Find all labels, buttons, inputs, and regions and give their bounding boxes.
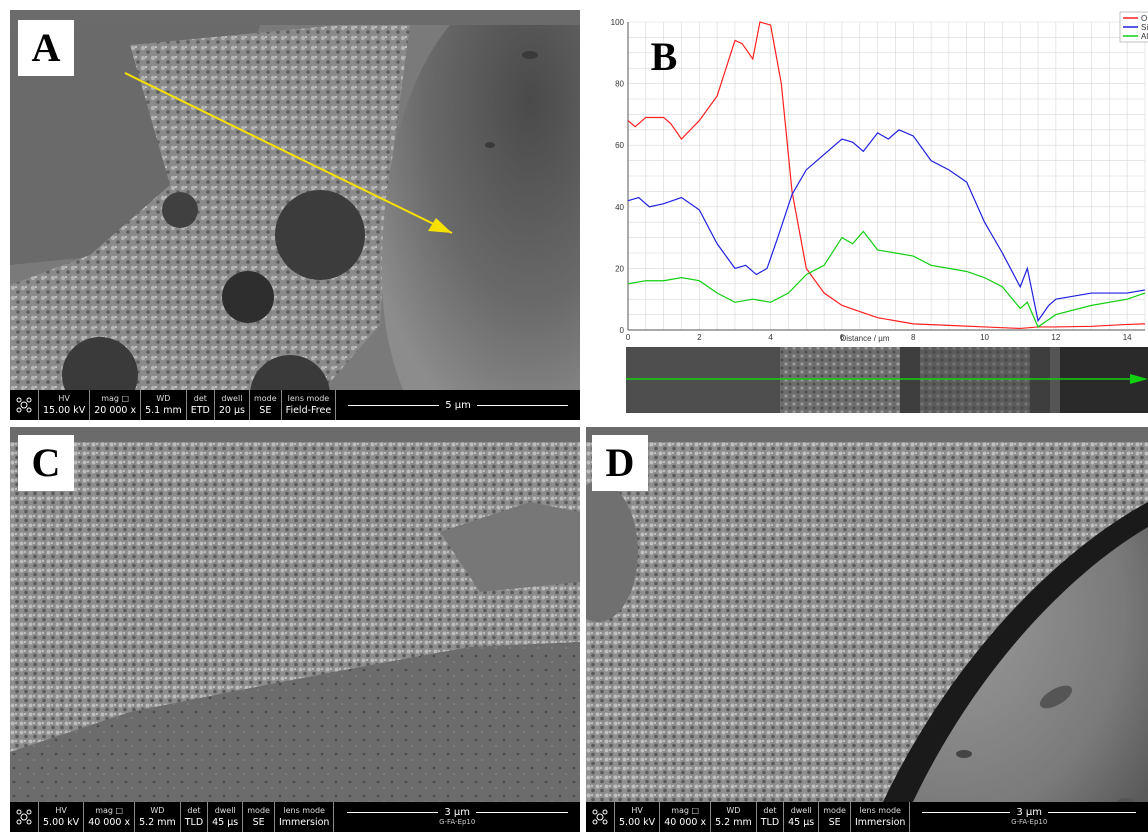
scale-label: 3 µm: [444, 807, 471, 818]
fei-logo-icon: [10, 390, 39, 420]
fei-logo-icon: [10, 802, 39, 832]
y-tick-label: 80: [615, 80, 624, 89]
chart-grid: [627, 21, 1146, 331]
scale-label: 5 µm: [445, 399, 471, 411]
lens-cell: lens mode Immersion: [275, 802, 335, 832]
sem-panel-c: C HV 5.00 kV mag □ 40 000 x WD 5.2 mm det TL…: [10, 427, 580, 832]
x-axis-label: Distance / µm: [840, 334, 889, 343]
dwell-cell: dwell 45 µs: [784, 802, 820, 832]
scale-bar: 3 µm G-FA-Ep10: [910, 802, 1148, 832]
y-tick-label: 100: [611, 18, 625, 27]
scale-bar: 3 µm G-FA-Ep10: [334, 802, 580, 832]
y-tick-label: 0: [620, 326, 625, 335]
sem-panel-a: A HV 15.00 kV mag □ 20 000 x WD 5.1 mm det E…: [10, 10, 580, 420]
chart-ticks: 0 2 4 6 8 10 12 14 0 20 40 60 80 100: [611, 18, 1133, 342]
arrow-head-icon: [428, 218, 452, 233]
panel-label: B: [650, 34, 678, 79]
sem-image-a: [10, 25, 580, 420]
x-tick-label: 2: [697, 333, 702, 342]
lens-cell: lens mode Immersion: [851, 802, 911, 832]
series-line-si: [627, 129, 1146, 323]
dwell-cell: dwell 20 µs: [215, 390, 250, 420]
series-line-o: [627, 21, 1146, 330]
wd-cell: WD 5.1 mm: [141, 390, 187, 420]
x-tick-label: 10: [980, 333, 989, 342]
sem-info-bar: HV 5.00 kV mag □ 40 000 x WD 5.2 mm det TLD …: [586, 802, 1148, 832]
linescan-strip-image: [626, 347, 1148, 413]
x-tick-label: 8: [911, 333, 916, 342]
mode-cell: mode SE: [243, 802, 275, 832]
fei-logo-icon: [586, 802, 615, 832]
hv-cell: HV 5.00 kV: [615, 802, 661, 832]
sample-label: G-FA-Ep10: [1011, 818, 1048, 826]
sem-info-bar: HV 5.00 kV mag □ 40 000 x WD 5.2 mm det TLD …: [10, 802, 580, 832]
series-line-al: [627, 230, 1146, 328]
y-tick-label: 20: [615, 264, 624, 273]
scale-label: 3 µm: [1016, 807, 1043, 818]
legend-label: O: [1141, 14, 1147, 23]
mode-cell: mode SE: [819, 802, 851, 832]
sem-panel-d: D HV 5.00 kV mag □ 40 000 x WD 5.2 mm det TL…: [586, 427, 1148, 832]
wd-cell: WD 5.2 mm: [135, 802, 181, 832]
x-tick-label: 14: [1123, 333, 1132, 342]
panel-label: D: [592, 435, 648, 491]
mag-cell: mag □ 40 000 x: [84, 802, 136, 832]
dwell-cell: dwell 45 µs: [208, 802, 244, 832]
y-tick-label: 40: [615, 203, 624, 212]
sem-image-d: [586, 442, 1148, 817]
mag-cell: mag □ 20 000 x: [90, 390, 142, 420]
chart-series: [627, 21, 1146, 330]
det-cell: det ETD: [187, 390, 215, 420]
legend-label: Al: [1141, 32, 1148, 41]
chart-axes: [627, 22, 1145, 331]
wd-cell: WD 5.2 mm: [711, 802, 757, 832]
mode-cell: mode SE: [250, 390, 282, 420]
sample-label: G-FA-Ep10: [439, 818, 476, 826]
hv-cell: HV 15.00 kV: [39, 390, 91, 420]
legend-label: Si: [1141, 23, 1148, 32]
square-icon: □: [691, 806, 700, 815]
scale-bar: 5 µm: [336, 390, 580, 420]
panel-label: C: [18, 435, 74, 491]
x-tick-label: 12: [1051, 333, 1060, 342]
sem-image-c: [10, 442, 580, 817]
x-tick-label: 6: [840, 333, 845, 342]
sem-info-bar: HV 15.00 kV mag □ 20 000 x WD 5.1 mm det ETD…: [10, 390, 580, 420]
det-cell: det TLD: [757, 802, 785, 832]
y-tick-label: 60: [615, 141, 624, 150]
panel-label: A: [18, 20, 74, 76]
det-cell: det TLD: [181, 802, 209, 832]
square-icon: □: [115, 806, 124, 815]
x-tick-label: 0: [626, 333, 631, 342]
hv-cell: HV 5.00 kV: [39, 802, 85, 832]
square-icon: □: [121, 394, 130, 403]
mag-cell: mag □ 40 000 x: [660, 802, 712, 832]
lens-cell: lens mode Field-Free: [282, 390, 337, 420]
x-tick-label: 4: [768, 333, 773, 342]
linescan-chart: 0 2 4 6 8 10 12 14 0 20 40 60 80 100 Distance / µm OS…: [611, 11, 1148, 413]
